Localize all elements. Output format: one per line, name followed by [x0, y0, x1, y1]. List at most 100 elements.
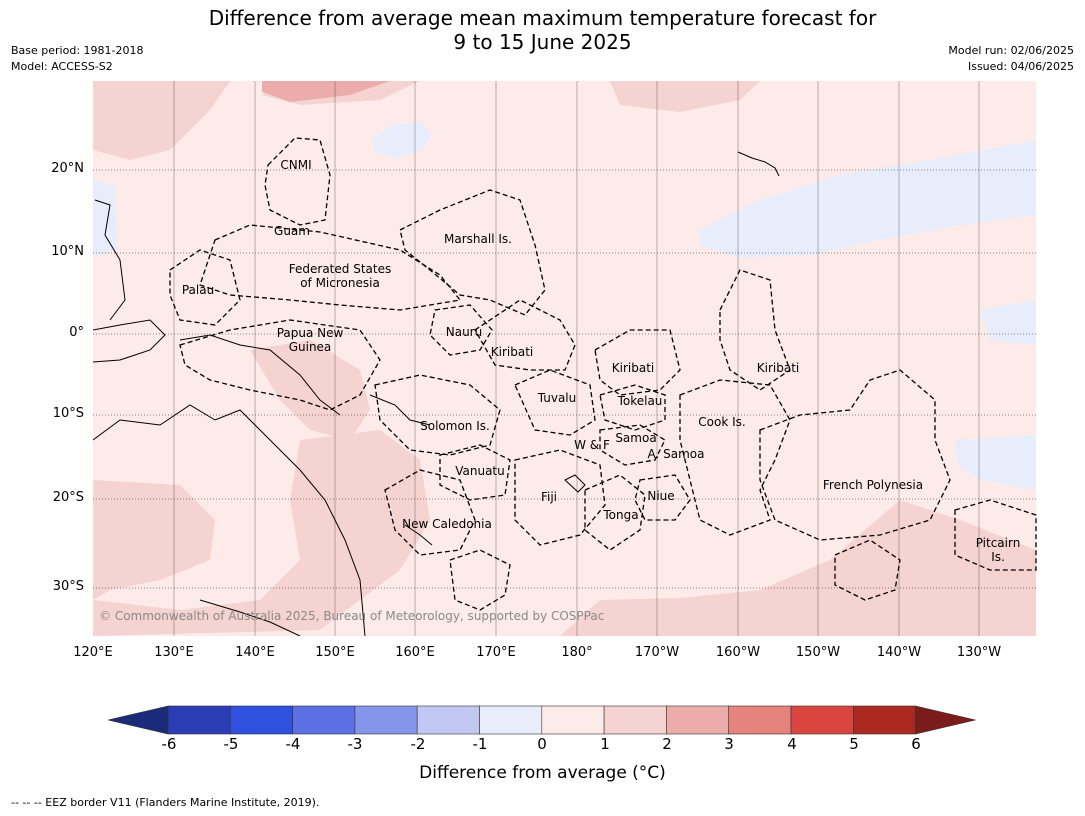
lon-tick-label: 150°E [315, 645, 355, 660]
region-label: Marshall Is. [444, 232, 512, 246]
cool-anomaly-area [955, 435, 1036, 490]
region-label: Tonga [603, 508, 639, 522]
lon-tick-label: 150°W [795, 645, 841, 660]
warm-anomaly-area [93, 480, 215, 600]
eez-austral [834, 539, 901, 601]
eez-solomon-is [374, 374, 501, 456]
cool-anomaly-area [93, 180, 118, 256]
lat-tick-label: 20°N [51, 161, 84, 176]
region-label: Palau [181, 283, 215, 297]
lat-tick-label: 0° [69, 325, 84, 340]
eez-tuvalu [514, 369, 596, 436]
colorbar-tick-label: -3 [347, 735, 363, 753]
region-label: Samoa [615, 431, 657, 445]
colorbar-swatch [479, 705, 543, 735]
eez-kiribati-west [474, 299, 576, 371]
coastlines [93, 151, 780, 636]
lon-tick-label: 130°W [956, 645, 1002, 660]
title-line-1: Difference from average mean maximum tem… [208, 6, 877, 30]
maritime-islands-coastline [93, 319, 166, 363]
colorbar-swatch [230, 705, 293, 735]
region-label: Kiribati [490, 345, 534, 359]
lon-tick-label: 130°E [154, 645, 194, 660]
colorbar-tick-label: -5 [223, 735, 239, 753]
lon-tick-label: 140°E [235, 645, 275, 660]
warm-anomaly-area [560, 500, 1036, 636]
copyright-notice: © Commonwealth of Australia 2025, Bureau… [99, 609, 605, 623]
chart-title: Difference from average mean maximum tem… [0, 6, 1085, 54]
region-label: Fiji [540, 490, 558, 504]
region-label: Guam [274, 224, 310, 238]
latitude-lines [93, 169, 1036, 589]
region-label: Federated States of Micronesia [288, 262, 392, 290]
lon-tick-label: 120°E [73, 645, 113, 660]
australia-coastline [93, 404, 366, 636]
warm-anomaly-area [93, 81, 230, 160]
lon-tick-label: 160°W [715, 645, 761, 660]
eez-png [179, 319, 381, 411]
colorbar-swatch [541, 705, 605, 735]
colorbar-tick-label: -1 [472, 735, 488, 753]
colorbar-boxes [107, 705, 976, 735]
run-info: Model run: 02/06/2025 Issued: 04/06/2025 [948, 43, 1074, 75]
graticule [173, 81, 980, 636]
solomon-islands-coastline [369, 394, 431, 426]
region-label: Cook Is. [698, 415, 746, 429]
colorbar-swatch [292, 705, 356, 735]
hot-anomaly-area [262, 81, 390, 102]
region-label: New Caledonia [402, 517, 492, 531]
colorbar-tick-label: -4 [285, 735, 301, 753]
eez-kiribati-east [719, 269, 791, 391]
colorbar-tick-label: 3 [724, 735, 734, 753]
colorbar-label: Difference from average (°C) [419, 763, 666, 783]
region-label: Nauru [445, 325, 483, 339]
region-label: Kiribati [756, 361, 800, 375]
issued-date: Issued: 04/06/2025 [967, 60, 1074, 73]
new-zealand-coastline [199, 599, 301, 636]
title-line-2: 9 to 15 June 2025 [453, 30, 632, 54]
colorbar-tick-label: -2 [410, 735, 426, 753]
region-label: Tokelau [617, 394, 663, 408]
region-label: Pitcairn Is. [975, 536, 1021, 564]
eez-fsm [199, 224, 462, 311]
region-label: French Polynesia [822, 478, 924, 492]
eez-pitcairn [954, 499, 1037, 571]
region-label: Papua New Guinea [276, 326, 344, 354]
colorbar-swatch [167, 705, 231, 735]
anomaly-fields [93, 81, 1036, 636]
lon-tick-label: 140°W [876, 645, 922, 660]
lon-tick-label: 170°W [634, 645, 680, 660]
model-info: Base period: 1981-2018 Model: ACCESS-S2 [11, 43, 143, 75]
colorbar-swatch [416, 705, 480, 735]
fiji-coastline [564, 474, 586, 493]
lat-tick-label: 10°N [51, 244, 84, 259]
region-label: Niue [647, 489, 675, 503]
colorbar-swatch [107, 705, 169, 735]
eez-cook-is [679, 379, 791, 536]
eez-vanuatu [439, 444, 511, 501]
eez-palau [169, 249, 241, 326]
region-label: A. Samoa [647, 447, 705, 461]
eez-new-caledonia [384, 469, 476, 556]
colorbar-tick-label: -6 [161, 735, 177, 753]
region-label: CNMI [280, 158, 312, 172]
region-label: Solomon Is. [420, 419, 490, 433]
eez-nauru [429, 304, 493, 356]
model-run: Model run: 02/06/2025 [948, 44, 1074, 57]
colorbar-tick-label: 2 [662, 735, 672, 753]
region-label: W & F [574, 438, 610, 452]
eez-kiribati-central [594, 329, 681, 396]
new-caledonia-coastline [404, 524, 433, 546]
eez-niue [634, 474, 691, 521]
lon-tick-label: 180° [561, 645, 593, 660]
colorbar-swatch [728, 705, 792, 735]
region-label: Tuvalu [537, 391, 577, 405]
colorbar-tick-label: 4 [787, 735, 797, 753]
lon-tick-label: 170°E [476, 645, 516, 660]
cool-anomaly-area [372, 122, 432, 158]
colorbar-swatch [790, 705, 854, 735]
base-period: Base period: 1981-2018 [11, 44, 144, 57]
eez-footnote: -- -- -- EEZ border V11 (Flanders Marine… [11, 796, 320, 809]
